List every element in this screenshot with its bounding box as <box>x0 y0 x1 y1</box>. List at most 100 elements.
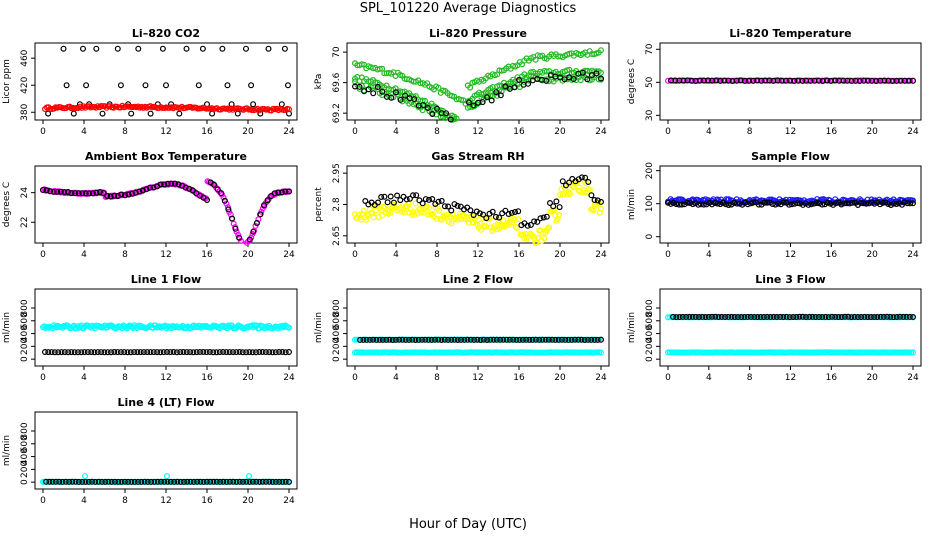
data-point <box>117 82 124 89</box>
data-point <box>132 189 139 196</box>
data-point <box>534 234 541 241</box>
data-point <box>276 478 283 485</box>
x-tick-label: 12 <box>472 250 483 260</box>
data-point <box>82 190 89 197</box>
data-point <box>867 314 874 321</box>
data-point <box>239 349 246 356</box>
data-point <box>378 194 385 201</box>
x-tick-label: 20 <box>242 127 254 137</box>
data-point <box>684 77 691 84</box>
data-point <box>429 196 436 203</box>
data-point <box>370 336 377 343</box>
data-point <box>226 349 233 356</box>
data-point <box>412 200 419 207</box>
data-point <box>860 77 867 84</box>
data-point <box>490 336 497 343</box>
data-point <box>164 180 171 187</box>
data-point <box>537 215 544 222</box>
data-point <box>246 349 253 356</box>
data-point <box>111 192 118 199</box>
x-axis-label: Hour of Day (UTC) <box>409 517 527 532</box>
x-tick-label: 16 <box>201 496 213 506</box>
data-point <box>177 349 184 356</box>
data-point <box>484 337 491 344</box>
data-point <box>390 199 397 206</box>
data-point <box>796 313 803 320</box>
data-point <box>171 180 178 187</box>
data-point <box>841 200 848 207</box>
data-point <box>736 200 743 207</box>
data-point <box>388 94 395 101</box>
data-point <box>389 337 396 344</box>
data-point <box>777 313 784 320</box>
x-tick-label: 12 <box>160 127 171 137</box>
data-point <box>286 324 293 331</box>
data-point <box>286 188 293 195</box>
data-point <box>447 116 454 123</box>
data-point <box>500 217 507 224</box>
y-axis-label: ml/min <box>314 312 324 343</box>
data-point <box>233 478 240 485</box>
data-point <box>788 201 795 208</box>
data-point <box>679 313 686 320</box>
data-point <box>688 77 695 84</box>
data-point <box>64 189 71 196</box>
data-point <box>791 77 798 84</box>
data-point <box>400 193 407 200</box>
panel-1: Li–820 CO2 Licor ppm 0 4 8 12 16 20 24 380 420 460 <box>2 27 298 137</box>
x-tick-label: 4 <box>81 250 87 260</box>
data-point <box>880 313 887 320</box>
x-tick-label: 12 <box>785 373 796 383</box>
data-point <box>387 193 394 200</box>
data-point <box>555 336 562 343</box>
data-point <box>502 207 509 214</box>
data-point <box>376 336 383 343</box>
data-point <box>819 314 826 321</box>
data-point <box>121 478 128 485</box>
data-point <box>795 77 802 84</box>
data-point <box>47 188 54 195</box>
data-point <box>45 349 52 356</box>
data-point <box>211 181 218 188</box>
x-tick-label: 20 <box>242 496 254 506</box>
data-point <box>225 322 232 329</box>
data-point <box>250 101 257 108</box>
data-point <box>82 478 89 485</box>
data-point <box>365 86 372 93</box>
data-point <box>220 349 227 356</box>
data-point <box>167 349 174 356</box>
data-point <box>893 314 900 321</box>
y-tick-label: 2.8 <box>332 197 342 212</box>
series-black <box>41 349 293 356</box>
data-point <box>525 77 532 84</box>
data-point <box>134 349 141 356</box>
data-point <box>429 110 436 117</box>
data-point <box>259 478 266 485</box>
data-point <box>874 314 881 321</box>
data-point <box>483 215 490 222</box>
data-point <box>558 336 565 343</box>
data-point <box>816 200 823 207</box>
data-point <box>213 349 220 356</box>
data-point <box>197 478 204 485</box>
data-point <box>835 314 842 321</box>
x-tick-label: 16 <box>826 373 838 383</box>
panel-2: Li–820 Pressure kPa 0 4 8 12 16 20 24 69.2 69.6 70 <box>314 27 610 137</box>
data-point <box>257 110 264 117</box>
data-point <box>780 314 787 321</box>
data-point <box>725 313 732 320</box>
data-point <box>454 337 461 344</box>
data-point <box>689 313 696 320</box>
data-point <box>591 336 598 343</box>
y-tick-label: 22 <box>20 217 30 228</box>
data-point <box>553 198 560 205</box>
x-tick-label: 12 <box>160 250 171 260</box>
data-point <box>728 313 735 320</box>
data-point <box>700 201 707 208</box>
data-point <box>597 205 604 212</box>
data-point <box>858 314 865 321</box>
x-tick-label: 12 <box>472 127 483 137</box>
data-point <box>108 478 115 485</box>
data-point <box>389 204 396 211</box>
panel-title: Gas Stream RH <box>431 150 524 163</box>
